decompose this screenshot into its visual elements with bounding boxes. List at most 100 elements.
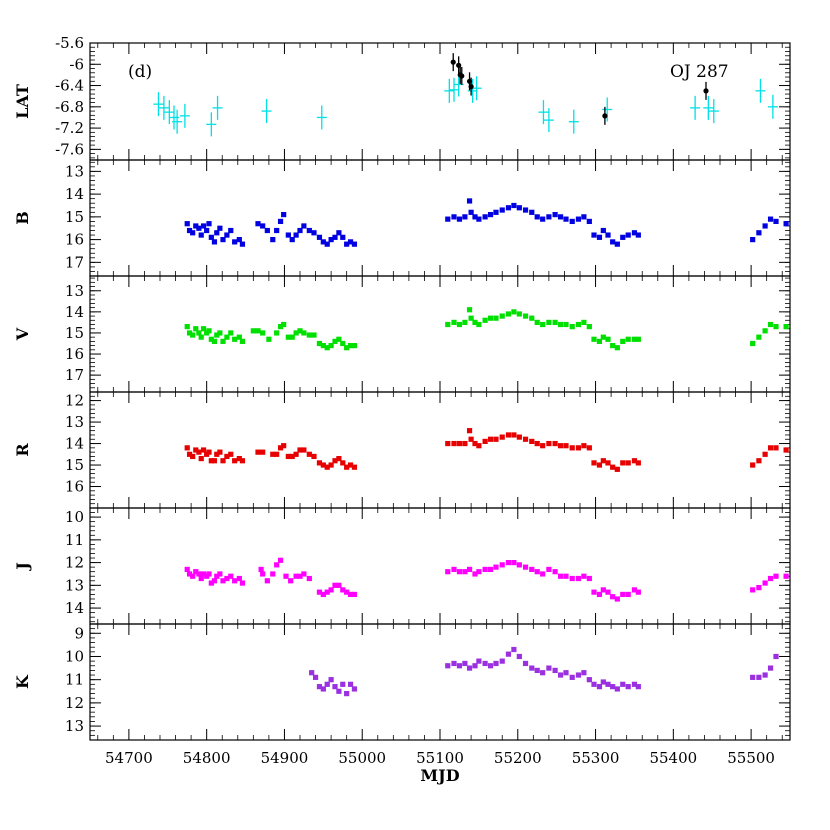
data-point-R [600,458,606,464]
data-point-B [306,227,312,234]
data-point-J [193,569,199,575]
data-point-J [581,573,587,579]
data-point-R [320,462,326,468]
data-point-R [198,455,204,462]
data-point-J [232,578,238,584]
data-point-B [208,234,214,240]
lat-detection [450,53,456,72]
data-point-R [546,440,552,447]
data-point-B [186,227,193,234]
data-point-R [208,458,214,464]
data-point-J [351,591,358,598]
data-point-R [581,443,587,449]
data-point-J [340,587,346,593]
data-point-J [487,566,494,573]
data-point-V [476,321,482,328]
y-axis-title: LAT [13,84,32,119]
data-point-J [297,573,303,579]
data-point-K [540,670,546,676]
data-point-J [529,566,535,573]
data-point-K [511,646,517,653]
data-point-J [239,580,246,586]
panel-frame [89,42,791,161]
y-tick-label: 13 [65,282,84,300]
data-point-B [476,216,482,222]
data-point-B [285,232,291,238]
data-point-B [614,241,620,247]
data-point-V [239,338,246,344]
data-point-V [462,319,468,325]
data-point-R [529,438,535,445]
data-point-B [534,214,540,220]
y-tick-label: 9 [74,624,84,642]
data-point-V [783,324,789,330]
data-point-B [281,211,287,218]
data-point-B [569,218,575,225]
data-point-V [762,328,768,334]
y-axis-title: J [13,562,32,572]
data-point-R [285,453,291,460]
data-point-B [767,216,774,222]
lat-upper-limit [708,99,719,124]
data-point-K [614,686,620,692]
data-point-V [546,319,552,325]
lat-upper-limit [261,99,272,124]
lat-upper-limit [690,95,701,120]
lat-upper-limit [543,108,554,133]
data-point-V [472,319,478,325]
data-point-V [206,328,212,334]
data-point-K [529,665,535,671]
data-point-V [196,330,202,336]
data-point-B [620,234,626,240]
data-point-J [445,569,451,575]
data-point-J [206,571,212,577]
data-point-V [605,336,611,342]
lat-detection-point [459,73,465,79]
lat-upper-limit [153,92,164,117]
data-point-B [522,207,529,213]
data-point-J [472,571,478,577]
data-point-V [511,309,517,315]
lat-upper-limit [212,95,223,120]
data-point-K [347,681,354,687]
data-point-V [281,321,287,328]
data-point-R [482,438,488,445]
data-point-B [206,221,212,227]
data-point-J [258,566,264,573]
y-tick-label: 14 [65,303,84,321]
y-tick-label: -7.6 [55,140,84,158]
lat-upper-limit [568,109,579,134]
data-point-B [198,232,204,238]
data-point-K [482,660,488,667]
data-point-B [482,214,488,220]
data-point-R [324,464,330,470]
data-point-V [236,334,242,340]
data-point-R [575,445,582,451]
data-point-R [297,447,303,453]
data-point-B [529,209,535,215]
data-point-J [635,589,641,595]
data-point-R [301,447,307,453]
data-point-K [340,681,346,687]
data-point-R [534,440,540,447]
data-point-J [610,594,616,600]
data-point-R [293,451,299,457]
data-point-R [328,462,334,468]
data-point-B [756,230,762,236]
data-point-B [236,237,242,243]
axis-labels: -5.6 -6 -6.4 -6.8 -7.2 -7.6 LAT 13 14 15 16 17 B 13 14… [13,34,775,767]
data-point-R [493,436,499,442]
y-axis-title: K [13,674,32,689]
data-point-J [196,571,202,577]
data-point-J [270,571,276,577]
data-point-K [552,667,558,673]
data-point-V [482,317,488,323]
data-point-V [232,336,238,342]
data-point-J [288,578,294,584]
data-point-J [575,575,582,582]
data-point-V [596,338,603,344]
data-point-V [340,340,346,347]
data-point-R [186,451,193,457]
data-point-J [190,573,196,579]
data-point-B [297,227,303,234]
